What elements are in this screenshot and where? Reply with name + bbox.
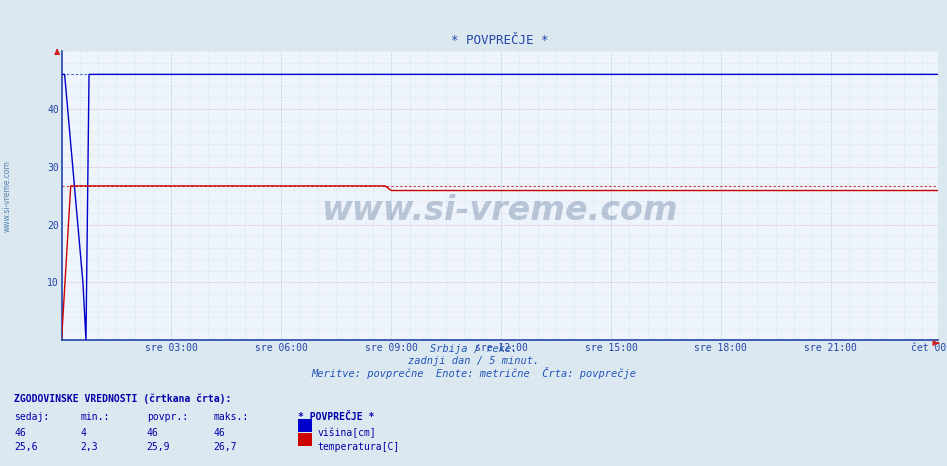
Text: zadnji dan / 5 minut.: zadnji dan / 5 minut. (408, 356, 539, 366)
Text: www.si-vreme.com: www.si-vreme.com (321, 194, 678, 226)
Text: 46: 46 (147, 428, 158, 438)
Text: 46: 46 (213, 428, 224, 438)
Text: 25,6: 25,6 (14, 442, 38, 452)
Text: 26,7: 26,7 (213, 442, 237, 452)
Title: * POVPREČJE *: * POVPREČJE * (451, 34, 548, 48)
Text: 2,3: 2,3 (80, 442, 98, 452)
Text: maks.:: maks.: (213, 412, 248, 422)
Text: 25,9: 25,9 (147, 442, 170, 452)
Text: www.si-vreme.com: www.si-vreme.com (3, 160, 12, 232)
Text: Meritve: povprečne  Enote: metrične  Črta: povprečje: Meritve: povprečne Enote: metrične Črta:… (311, 367, 636, 379)
Text: * POVPREČJE *: * POVPREČJE * (298, 412, 375, 422)
Text: povpr.:: povpr.: (147, 412, 188, 422)
Text: Srbija / reke.: Srbija / reke. (430, 344, 517, 354)
Text: sedaj:: sedaj: (14, 412, 49, 422)
Text: temperatura[C]: temperatura[C] (317, 442, 400, 452)
Text: min.:: min.: (80, 412, 110, 422)
Text: ZGODOVINSKE VREDNOSTI (črtkana črta):: ZGODOVINSKE VREDNOSTI (črtkana črta): (14, 394, 232, 404)
Text: 46: 46 (14, 428, 26, 438)
Text: 4: 4 (80, 428, 86, 438)
Text: višina[cm]: višina[cm] (317, 428, 376, 438)
